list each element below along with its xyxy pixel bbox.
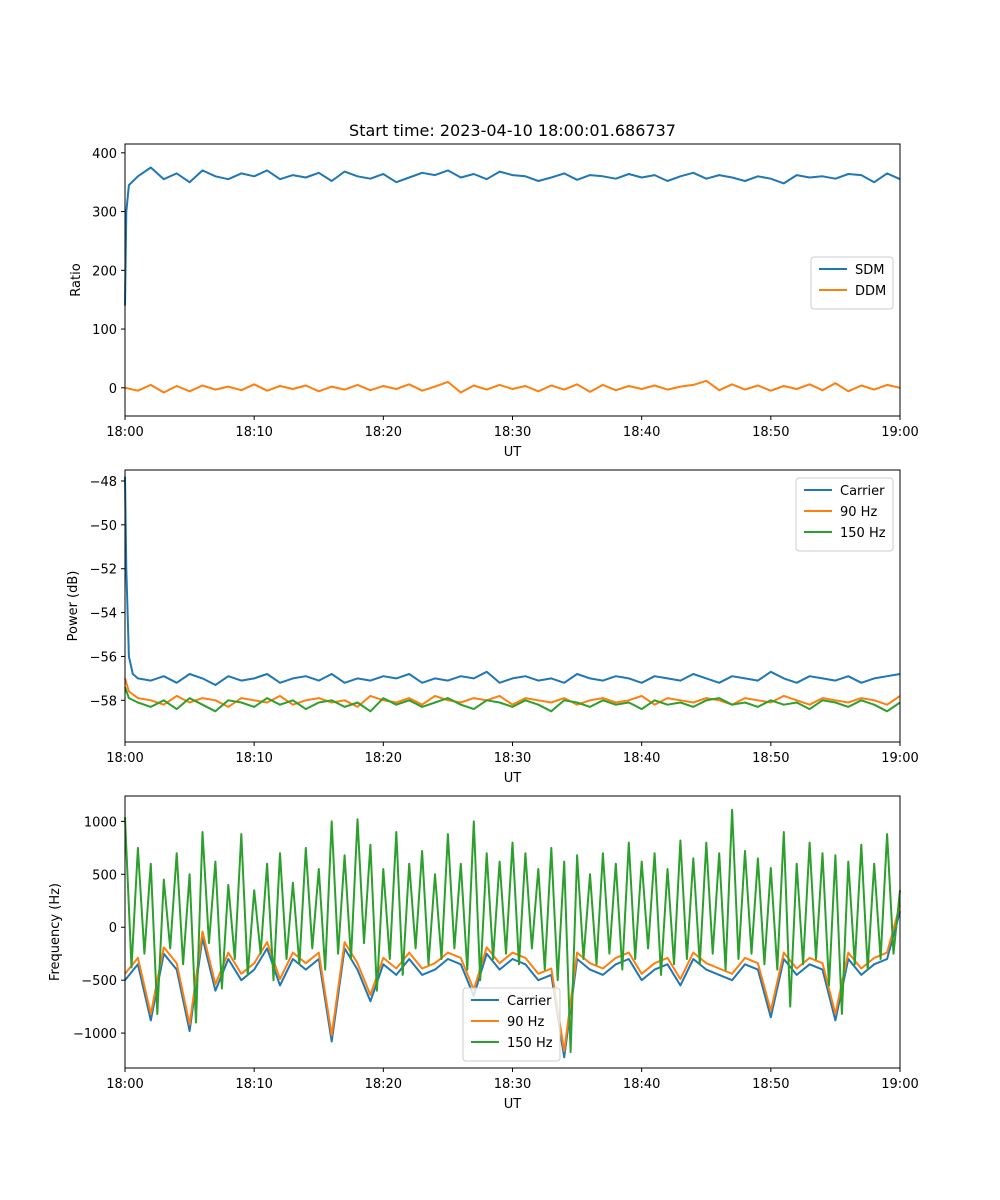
x-axis-label: UT <box>504 1097 522 1112</box>
y-tick-label: 300 <box>92 206 117 221</box>
legend-label: 90 Hz <box>840 505 877 520</box>
chart-panel-1: 18:00 18:10 18:20 18:30 18:40 18:50 19:00 0 100 2… <box>69 143 919 460</box>
y-tick-label: 400 <box>92 147 117 162</box>
y-axis-label: Frequency (Hz) <box>48 883 63 981</box>
x-tick-label: 18:40 <box>623 751 660 766</box>
x-tick-label: 18:00 <box>106 751 143 766</box>
chart-panel-2: 18:00 18:10 18:20 18:30 18:40 18:50 19:00 −58 −5… <box>66 469 919 786</box>
y-tick-label: −1000 <box>73 1027 117 1042</box>
legend-label: DDM <box>855 284 886 299</box>
series-line-150-hz <box>124 808 901 1054</box>
legend-label: SDM <box>855 263 884 278</box>
x-tick-label: 18:30 <box>494 425 531 440</box>
legend-label: 150 Hz <box>840 526 886 541</box>
y-tick-label: −58 <box>90 694 117 709</box>
legend: SDM DDM <box>810 256 894 310</box>
series-line-ddm <box>124 379 901 394</box>
legend-label: 150 Hz <box>507 1036 553 1051</box>
legend: Carrier 90 Hz 150 Hz <box>462 987 561 1062</box>
y-axis-label: Ratio <box>69 263 84 296</box>
y-tick-label: 0 <box>109 921 117 936</box>
y-tick-label: −56 <box>90 650 117 665</box>
panels: 18:00 18:10 18:20 18:30 18:40 18:50 19:00 0 100 2… <box>48 143 919 1112</box>
series-line-90-hz <box>124 904 901 1053</box>
x-tick-label: 18:20 <box>365 425 402 440</box>
x-tick-label: 18:20 <box>365 751 402 766</box>
x-tick-label: 18:10 <box>235 751 272 766</box>
y-tick-label: −52 <box>90 563 117 578</box>
x-tick-label: 18:40 <box>623 1077 660 1092</box>
y-tick-label: 200 <box>92 264 117 279</box>
legend-label: Carrier <box>507 994 552 1009</box>
x-tick-label: 18:20 <box>365 1077 402 1092</box>
x-tick-label: 18:50 <box>752 1077 789 1092</box>
y-tick-label: −50 <box>90 519 117 534</box>
x-axis-label: UT <box>504 445 522 460</box>
series-line-150-hz <box>124 686 901 713</box>
x-tick-label: 19:00 <box>881 1077 918 1092</box>
x-tick-label: 18:30 <box>494 1077 531 1092</box>
x-tick-label: 19:00 <box>881 425 918 440</box>
chart-panel-3: 18:00 18:10 18:20 18:30 18:40 18:50 19:00 −1000… <box>48 795 919 1112</box>
series-line-sdm <box>124 166 901 306</box>
y-axis-label: Power (dB) <box>66 571 81 642</box>
x-tick-label: 18:10 <box>235 1077 272 1092</box>
y-tick-label: −48 <box>90 475 117 490</box>
x-tick-label: 18:50 <box>752 751 789 766</box>
y-tick-label: −500 <box>81 974 117 989</box>
y-tick-label: 1000 <box>84 815 117 830</box>
series-line-carrier <box>124 476 901 686</box>
x-tick-label: 18:50 <box>752 425 789 440</box>
legend: Carrier 90 Hz 150 Hz <box>795 477 894 552</box>
y-tick-label: 0 <box>109 382 117 397</box>
y-tick-label: 500 <box>92 868 117 883</box>
y-tick-label: 100 <box>92 323 117 338</box>
x-tick-label: 18:30 <box>494 751 531 766</box>
x-tick-label: 19:00 <box>881 751 918 766</box>
x-axis-label: UT <box>504 771 522 786</box>
x-tick-label: 18:00 <box>106 1077 143 1092</box>
legend-label: 90 Hz <box>507 1015 544 1030</box>
series-line-carrier <box>124 911 901 1059</box>
figure-title: Start time: 2023-04-10 18:00:01.686737 <box>349 121 676 140</box>
y-tick-label: −54 <box>90 607 117 622</box>
x-tick-label: 18:40 <box>623 425 660 440</box>
legend-label: Carrier <box>840 484 885 499</box>
x-tick-label: 18:00 <box>106 425 143 440</box>
x-tick-label: 18:10 <box>235 425 272 440</box>
